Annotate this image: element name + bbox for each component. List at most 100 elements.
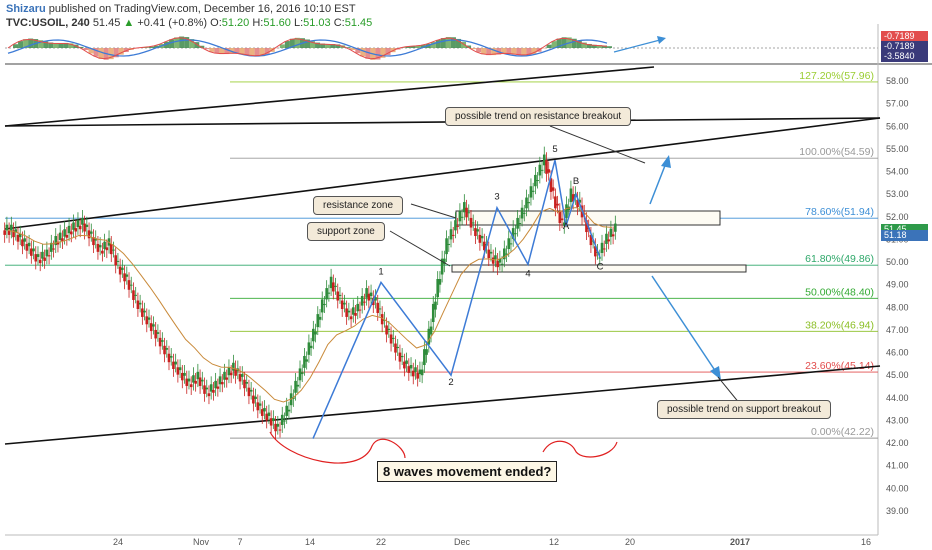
time-tick-label: 7 — [237, 537, 242, 547]
candle-body — [307, 342, 311, 355]
channel-upper-line[interactable] — [4, 117, 881, 127]
author-name[interactable]: Shizaru — [6, 3, 46, 15]
candle-body — [522, 212, 526, 214]
candle-body — [203, 385, 206, 394]
indicator-bar — [294, 37, 300, 48]
candle-body — [23, 238, 26, 242]
chart-header: Shizaru published on TradingView.com, De… — [6, 2, 372, 30]
time-axis[interactable]: 24 Nov 7 14 22 Dec 12 20 2017 16 — [113, 537, 871, 547]
candle-body — [336, 291, 340, 301]
indicator-bar — [551, 41, 557, 48]
wave-label: C — [597, 262, 604, 273]
indicator-bar — [511, 48, 517, 55]
indicator-bar — [486, 48, 492, 56]
fibonacci-retracement[interactable]: 127.20%(57.96) 100.00%(54.59) 78.60%(51.94… — [5, 70, 878, 439]
resistance-zone-pointer — [410, 203, 457, 219]
candle-body — [232, 362, 235, 371]
indicator-bar — [148, 46, 154, 48]
candle-body — [243, 379, 246, 389]
close-value: 51.45 — [344, 17, 373, 29]
quote-line: TVC:USOIL, 240 51.45 ▲ +0.41 (+0.8%) O:5… — [6, 16, 372, 30]
candle-body — [212, 389, 215, 393]
bearish-projection-arrow[interactable] — [651, 275, 721, 380]
top-trend-line[interactable] — [4, 66, 655, 127]
candle-body — [511, 228, 515, 239]
candle-body — [205, 387, 209, 390]
candle-body — [161, 340, 164, 342]
candle-body — [56, 241, 60, 245]
resistance-breakout-callout[interactable]: possible trend on resistance breakout — [445, 107, 632, 126]
candle-body — [183, 372, 186, 376]
symbol-label[interactable]: TVC:USOIL, 240 — [6, 17, 90, 29]
candle-body — [429, 326, 433, 335]
candle-body — [105, 247, 109, 251]
resistance-zone-callout[interactable]: resistance zone — [313, 196, 404, 215]
fib-level-label: 50.00%(48.40) — [805, 286, 874, 298]
candle-body — [192, 375, 195, 383]
candle-body — [152, 324, 155, 327]
candlestick-series[interactable] — [3, 146, 617, 440]
candle-body — [196, 371, 200, 380]
price-axis[interactable]: 58.0057.0056.0055.0054.0053.0052.0051.00… — [886, 76, 909, 516]
support-breakout-callout[interactable]: possible trend on support breakout — [657, 400, 831, 419]
candle-body — [387, 328, 391, 330]
candle-body — [514, 233, 517, 235]
indicator-bar — [123, 48, 129, 53]
fib-level-label: 23.60%(45.14) — [805, 360, 874, 372]
candle-body — [516, 217, 519, 229]
indicator-bar — [194, 42, 200, 48]
candle-body — [611, 234, 615, 237]
indicator-bar — [284, 41, 290, 48]
candle-body — [285, 405, 288, 416]
candle-body — [489, 251, 493, 254]
indicator-bar — [204, 48, 210, 50]
indicator-bar — [491, 48, 497, 56]
channel-mid-line[interactable] — [4, 117, 881, 230]
support-zone-callout[interactable]: support zone — [307, 222, 385, 241]
indicator-bar — [264, 48, 270, 55]
candle-body — [487, 249, 491, 259]
indicator-bar — [28, 38, 34, 48]
candle-body — [214, 380, 217, 389]
candle-body — [347, 310, 351, 313]
candle-body — [174, 361, 177, 365]
price-tick-label: 45.00 — [886, 370, 909, 380]
indicator-bar — [481, 48, 487, 55]
elliott-wave-line[interactable] — [312, 160, 601, 439]
candle-body — [223, 371, 226, 380]
candle-body — [252, 395, 255, 404]
candle-body — [83, 223, 86, 232]
candle-body — [225, 377, 229, 380]
candle-body — [531, 190, 535, 192]
candle-body — [363, 301, 366, 303]
wave-labels: 1 2 3 4 5 A B C — [378, 144, 603, 388]
candle-body — [209, 384, 213, 392]
candle-body — [27, 242, 31, 247]
candle-body — [52, 248, 55, 250]
support-zone-box[interactable] — [451, 264, 747, 273]
candle-body — [109, 243, 113, 255]
candle-body — [320, 299, 324, 313]
indicator-bar — [88, 48, 94, 54]
indicator-bar — [169, 39, 175, 48]
candle-body — [254, 396, 257, 399]
candle-body — [600, 242, 604, 253]
indicator-bar — [335, 44, 341, 48]
channel-lower-line[interactable] — [4, 365, 881, 445]
waves-question-note[interactable]: 8 waves movement ended? — [377, 461, 558, 482]
fib-level-label: 78.60%(51.94) — [805, 206, 874, 218]
candle-body — [447, 243, 451, 245]
candle-body — [305, 359, 308, 362]
moving-average-line — [7, 207, 613, 403]
publish-info: published on TradingView.com, December 1… — [48, 3, 356, 15]
candle-body — [538, 164, 542, 176]
candle-body — [352, 307, 355, 315]
candle-body — [396, 346, 400, 349]
indicator-bar — [199, 45, 205, 48]
candle-body — [505, 253, 508, 255]
open-value: 51.20 — [221, 17, 250, 29]
bullish-projection-arrow[interactable] — [649, 155, 671, 205]
candle-body — [520, 207, 524, 219]
time-tick-label: 22 — [376, 537, 386, 547]
